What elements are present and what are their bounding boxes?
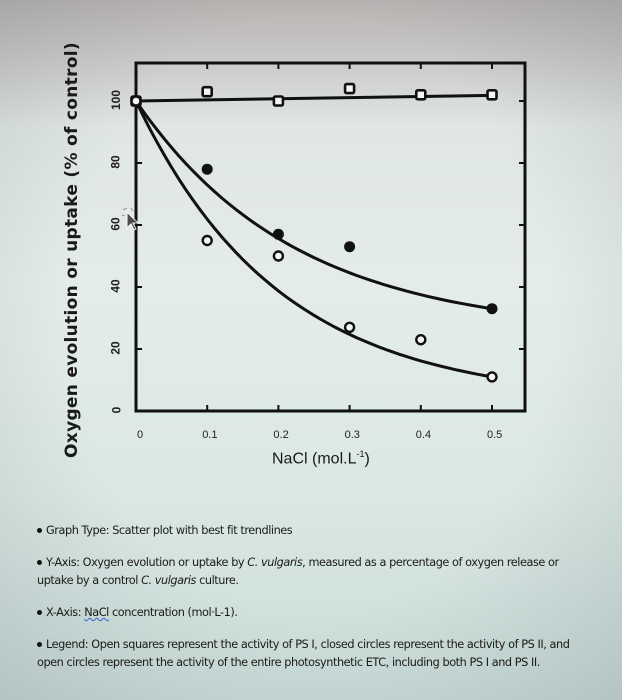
x-axis-label-main: NaCl (mol.L xyxy=(272,450,357,468)
trendlines xyxy=(134,93,493,379)
y-tick-label: 100 xyxy=(108,89,123,111)
note-y-axis: Y-Axis: Oxygen evolution or uptake by C.… xyxy=(37,554,597,590)
species-name: C. vulgaris xyxy=(247,556,303,569)
bullet-icon xyxy=(37,527,42,533)
closed-circle-marker xyxy=(272,228,284,240)
open-circle-marker xyxy=(201,234,213,247)
x-tick-label: 0.1 xyxy=(202,429,218,441)
open-circle-marker xyxy=(343,321,356,333)
y-tick-label: 0 xyxy=(108,406,123,414)
chart-area: Oxygen evolution or uptake (% of control… xyxy=(62,42,527,468)
x-tick-label: 0.4 xyxy=(415,429,432,441)
x-axis-label-close: ) xyxy=(364,450,370,468)
y-tick-label: 40 xyxy=(108,279,123,293)
note-label: Graph Type: xyxy=(46,524,110,537)
bullet-icon xyxy=(37,609,42,615)
open-square-marker xyxy=(343,82,356,95)
note-graph-type: Graph Type: Scatter plot with best fit t… xyxy=(37,522,597,540)
species-name: C. vulgaris xyxy=(141,574,196,587)
note-text: concentration (mol·L-1). xyxy=(108,606,238,619)
open-circle-marker xyxy=(486,371,498,383)
note-text: culture. xyxy=(195,574,239,587)
data-points xyxy=(130,82,498,383)
etc-trendline xyxy=(134,100,493,379)
open-square-marker xyxy=(201,85,213,98)
note-text: Scatter plot with best fit trendlines xyxy=(109,524,293,537)
closed-circle-marker xyxy=(201,163,213,175)
x-tick-label: 0 xyxy=(137,429,144,441)
note-text: Oxygen evolution or uptake by xyxy=(79,556,248,569)
open-square-marker xyxy=(272,95,285,107)
y-tick-label: 80 xyxy=(108,155,123,169)
ps1-trendline xyxy=(135,93,493,103)
x-axis-label: NaCl (mol.L-1) xyxy=(272,449,370,468)
x-tick-label: 0.3 xyxy=(344,429,360,441)
note-legend: Legend: Open squares represent the activ… xyxy=(37,636,597,672)
mouse-cursor-icon xyxy=(121,207,140,231)
closed-circle-marker xyxy=(486,303,498,315)
spellcheck-word: NaCl xyxy=(84,606,109,619)
x-tick-label: 0.5 xyxy=(487,429,503,441)
bullet-icon xyxy=(37,641,42,647)
ps2-trendline xyxy=(134,100,493,311)
note-text: Open squares represent the activity of P… xyxy=(37,638,570,669)
plot-frame xyxy=(134,61,527,413)
x-axis-label-superscript: -1 xyxy=(356,449,365,459)
note-x-axis: X-Axis: NaCl concentration (mol·L-1). xyxy=(37,604,597,622)
chart-notes: Graph Type: Scatter plot with best fit t… xyxy=(37,522,597,672)
note-label: X-Axis: xyxy=(46,606,82,619)
x-tick-label: 0.2 xyxy=(273,429,289,441)
open-square-marker xyxy=(486,89,498,101)
open-circle-marker xyxy=(415,334,427,346)
note-label: Legend: xyxy=(46,638,89,651)
y-axis-label: Oxygen evolution or uptake (% of control… xyxy=(62,42,82,458)
note-text: , measured as a percentage of oxygen rel… xyxy=(37,556,559,587)
closed-circle-marker xyxy=(344,241,356,253)
open-circle-marker xyxy=(130,95,142,107)
plot-border xyxy=(134,61,527,413)
note-label: Y-Axis: xyxy=(46,556,80,569)
open-circle-marker xyxy=(272,250,285,262)
open-square-marker xyxy=(414,89,427,101)
y-tick-label: 20 xyxy=(108,341,123,355)
bullet-icon xyxy=(37,559,42,565)
scatter-plot xyxy=(130,61,527,413)
